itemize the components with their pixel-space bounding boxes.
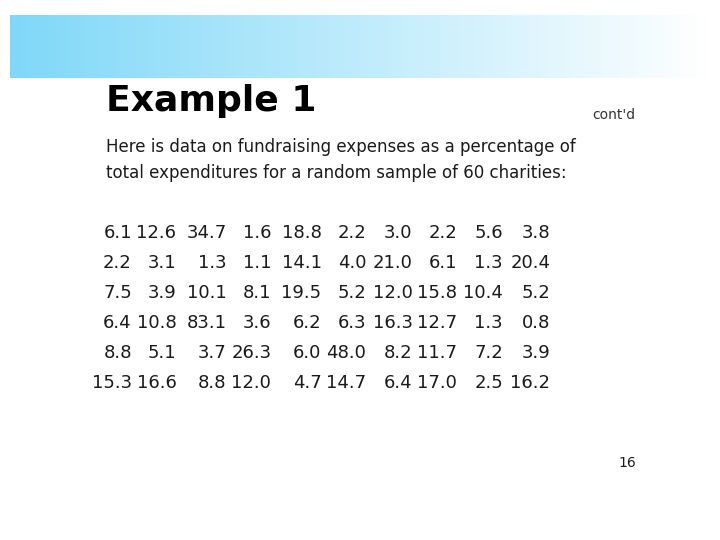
- Text: 4.0: 4.0: [338, 254, 366, 272]
- Text: 12.7: 12.7: [417, 314, 457, 332]
- Text: 3.8: 3.8: [522, 224, 550, 242]
- Text: 6.1: 6.1: [428, 254, 457, 272]
- Text: 1.3: 1.3: [474, 254, 503, 272]
- Text: 5.6: 5.6: [474, 224, 503, 242]
- Text: 15.8: 15.8: [417, 284, 457, 302]
- Text: 0.8: 0.8: [522, 314, 550, 332]
- Text: 3.7: 3.7: [198, 344, 227, 362]
- Text: 6.4: 6.4: [103, 314, 132, 332]
- Text: 3.9: 3.9: [148, 284, 176, 302]
- Text: 5.2: 5.2: [338, 284, 366, 302]
- Text: 5.1: 5.1: [148, 344, 176, 362]
- Text: 1.3: 1.3: [198, 254, 227, 272]
- Text: Here is data on fundraising expenses as a percentage of
total expenditures for a: Here is data on fundraising expenses as …: [106, 138, 575, 182]
- Text: 16: 16: [618, 456, 636, 470]
- Text: 14.1: 14.1: [282, 254, 322, 272]
- Text: 16.6: 16.6: [137, 374, 176, 392]
- Text: 3.9: 3.9: [521, 344, 550, 362]
- Text: 2.2: 2.2: [103, 254, 132, 272]
- Text: 11.7: 11.7: [417, 344, 457, 362]
- Text: 6.4: 6.4: [384, 374, 413, 392]
- Text: 1.1: 1.1: [243, 254, 271, 272]
- Text: cont'd: cont'd: [593, 108, 636, 122]
- Text: 1.6: 1.6: [243, 224, 271, 242]
- Text: 2.2: 2.2: [428, 224, 457, 242]
- Text: 5.2: 5.2: [521, 284, 550, 302]
- Text: 6.3: 6.3: [338, 314, 366, 332]
- Text: 3.6: 3.6: [243, 314, 271, 332]
- Text: 12.6: 12.6: [137, 224, 176, 242]
- Text: 18.8: 18.8: [282, 224, 322, 242]
- Text: Example 1: Example 1: [106, 84, 316, 118]
- Text: 8.8: 8.8: [104, 344, 132, 362]
- Text: 8.1: 8.1: [243, 284, 271, 302]
- Text: 8.2: 8.2: [384, 344, 413, 362]
- Text: 6.1: 6.1: [104, 224, 132, 242]
- Text: 3.1: 3.1: [148, 254, 176, 272]
- Text: 12.0: 12.0: [373, 284, 413, 302]
- Text: 16.3: 16.3: [372, 314, 413, 332]
- Text: 10.8: 10.8: [137, 314, 176, 332]
- Text: 16.2: 16.2: [510, 374, 550, 392]
- Text: 10.4: 10.4: [463, 284, 503, 302]
- Text: 19.5: 19.5: [282, 284, 322, 302]
- Text: 7.2: 7.2: [474, 344, 503, 362]
- Text: 3.0: 3.0: [384, 224, 413, 242]
- Text: 48.0: 48.0: [326, 344, 366, 362]
- Text: 21.0: 21.0: [373, 254, 413, 272]
- Text: 34.7: 34.7: [186, 224, 227, 242]
- Text: 2.2: 2.2: [338, 224, 366, 242]
- Text: 4.7: 4.7: [293, 374, 322, 392]
- Text: 26.3: 26.3: [231, 344, 271, 362]
- Text: 8.8: 8.8: [198, 374, 227, 392]
- Text: 1.3: 1.3: [474, 314, 503, 332]
- Text: 15.3: 15.3: [91, 374, 132, 392]
- Text: 17.0: 17.0: [418, 374, 457, 392]
- Text: 10.1: 10.1: [187, 284, 227, 302]
- Text: 7.5: 7.5: [103, 284, 132, 302]
- Text: 14.7: 14.7: [326, 374, 366, 392]
- Text: 6.0: 6.0: [293, 344, 322, 362]
- Text: 83.1: 83.1: [186, 314, 227, 332]
- Text: 20.4: 20.4: [510, 254, 550, 272]
- Text: 6.2: 6.2: [293, 314, 322, 332]
- Text: 2.5: 2.5: [474, 374, 503, 392]
- Text: 12.0: 12.0: [231, 374, 271, 392]
